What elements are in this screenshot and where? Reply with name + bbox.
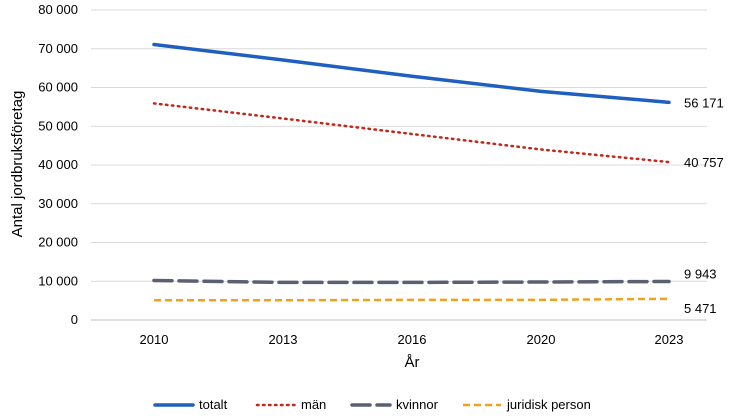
gridlines bbox=[91, 9, 707, 321]
series-line-juridisk-person bbox=[154, 297, 670, 302]
x-tick-label: 2023 bbox=[655, 332, 684, 347]
legend: totalt män kvinnor juridisk person bbox=[153, 397, 591, 412]
series-lines bbox=[152, 42, 671, 302]
legend-label-juridisk-person: juridisk person bbox=[506, 397, 591, 412]
series-line-män bbox=[152, 102, 671, 164]
y-tick-label: 40 000 bbox=[38, 157, 78, 172]
y-axis-ticks: 0 10 000 20 000 30 000 40 000 50 000 60 000 70 … bbox=[38, 2, 78, 327]
legend-label-kvinnor: kvinnor bbox=[396, 397, 439, 412]
x-tick-label: 2013 bbox=[269, 332, 298, 347]
y-tick-label: 60 000 bbox=[38, 80, 78, 95]
x-tick-label: 2010 bbox=[140, 332, 169, 347]
y-tick-label: 10 000 bbox=[38, 273, 78, 288]
y-tick-label: 70 000 bbox=[38, 41, 78, 56]
end-label-kvinnor: 9 943 bbox=[684, 266, 717, 281]
x-tick-label: 2020 bbox=[527, 332, 556, 347]
end-label-män: 40 757 bbox=[684, 155, 724, 170]
y-tick-label: 20 000 bbox=[38, 235, 78, 250]
y-tick-label: 50 000 bbox=[38, 118, 78, 133]
y-tick-label: 0 bbox=[71, 312, 78, 327]
y-axis-title: Antal jordbruksföretag bbox=[9, 91, 26, 238]
y-tick-label: 80 000 bbox=[38, 2, 78, 17]
x-axis-ticks: 2010 2013 2016 2020 2023 bbox=[140, 332, 684, 347]
x-tick-label: 2016 bbox=[398, 332, 427, 347]
series-line-totalt bbox=[152, 42, 671, 105]
x-axis-title: År bbox=[405, 354, 420, 371]
end-label-juridisk-person: 5 471 bbox=[684, 301, 717, 316]
legend-label-totalt: totalt bbox=[199, 397, 228, 412]
end-label-totalt: 56 171 bbox=[684, 95, 724, 110]
series-line-kvinnor bbox=[152, 278, 671, 285]
legend-label-män: män bbox=[301, 397, 326, 412]
y-tick-label: 30 000 bbox=[38, 196, 78, 211]
end-value-labels: 56 171 40 757 9 943 5 471 bbox=[684, 95, 724, 315]
